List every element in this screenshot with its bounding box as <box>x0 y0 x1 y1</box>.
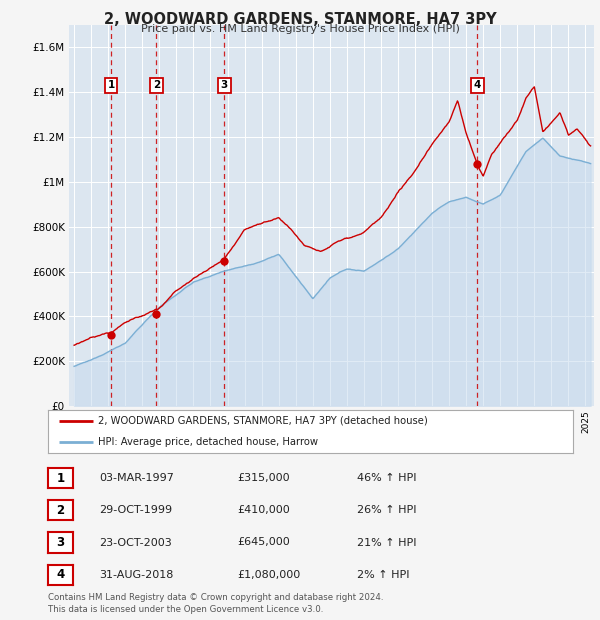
Text: 4: 4 <box>56 569 65 581</box>
Text: 2, WOODWARD GARDENS, STANMORE, HA7 3PY (detached house): 2, WOODWARD GARDENS, STANMORE, HA7 3PY (… <box>98 416 428 426</box>
Text: 2: 2 <box>56 504 65 516</box>
Text: 2% ↑ HPI: 2% ↑ HPI <box>357 570 409 580</box>
Text: Price paid vs. HM Land Registry's House Price Index (HPI): Price paid vs. HM Land Registry's House … <box>140 24 460 33</box>
Text: 1: 1 <box>107 81 115 91</box>
Text: 31-AUG-2018: 31-AUG-2018 <box>99 570 173 580</box>
Text: 03-MAR-1997: 03-MAR-1997 <box>99 473 174 483</box>
Text: 46% ↑ HPI: 46% ↑ HPI <box>357 473 416 483</box>
Text: 29-OCT-1999: 29-OCT-1999 <box>99 505 172 515</box>
Text: 3: 3 <box>221 81 228 91</box>
Text: 21% ↑ HPI: 21% ↑ HPI <box>357 538 416 547</box>
Text: £1,080,000: £1,080,000 <box>237 570 300 580</box>
Text: 26% ↑ HPI: 26% ↑ HPI <box>357 505 416 515</box>
Text: 2, WOODWARD GARDENS, STANMORE, HA7 3PY: 2, WOODWARD GARDENS, STANMORE, HA7 3PY <box>104 12 496 27</box>
Text: 2: 2 <box>153 81 160 91</box>
Text: 3: 3 <box>56 536 65 549</box>
Text: £315,000: £315,000 <box>237 473 290 483</box>
Text: Contains HM Land Registry data © Crown copyright and database right 2024.
This d: Contains HM Land Registry data © Crown c… <box>48 593 383 614</box>
Text: 4: 4 <box>474 81 481 91</box>
Text: £645,000: £645,000 <box>237 538 290 547</box>
Text: HPI: Average price, detached house, Harrow: HPI: Average price, detached house, Harr… <box>98 437 318 447</box>
Text: £410,000: £410,000 <box>237 505 290 515</box>
Text: 23-OCT-2003: 23-OCT-2003 <box>99 538 172 547</box>
Text: 1: 1 <box>56 472 65 484</box>
